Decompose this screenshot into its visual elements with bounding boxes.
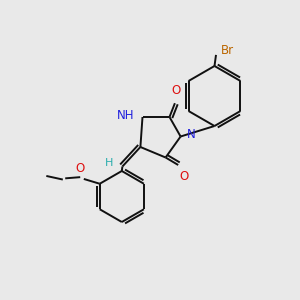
Text: NH: NH [117,109,134,122]
Text: O: O [179,170,188,183]
Text: O: O [172,84,181,97]
Text: N: N [187,128,196,142]
Text: Br: Br [220,44,234,57]
Text: O: O [76,162,85,175]
Text: H: H [105,158,113,168]
